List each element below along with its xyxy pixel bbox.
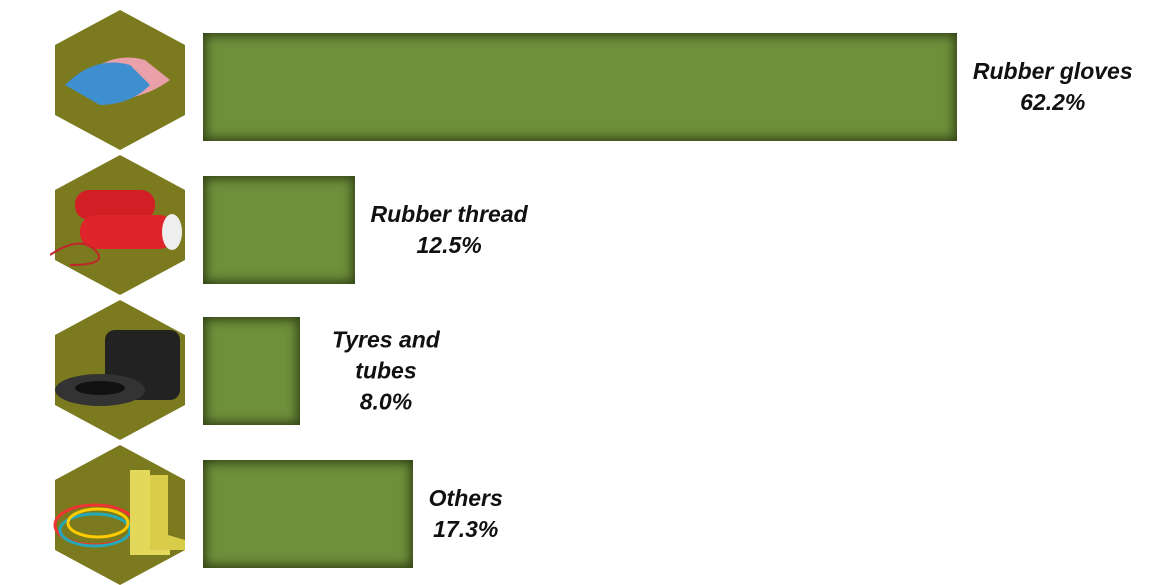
- bar: [203, 33, 957, 141]
- thread-icon: [50, 155, 185, 295]
- value-label: 12.5%: [416, 232, 482, 258]
- category-label: Rubber thread: [370, 201, 528, 227]
- category-label: Others: [428, 485, 503, 511]
- value-label: 8.0%: [359, 388, 413, 415]
- value-label: 17.3%: [433, 516, 499, 542]
- bar-label: Others 17.3%: [429, 483, 503, 545]
- bar: [203, 460, 413, 568]
- value-label: 62.2%: [1020, 89, 1086, 115]
- category-label: Rubber gloves: [972, 58, 1133, 84]
- gloves-icon: [55, 10, 185, 150]
- bar-label: Tyres and tubes 8.0%: [316, 325, 456, 418]
- bar: [203, 176, 355, 284]
- tyres-icon: [55, 300, 185, 440]
- bar: [203, 317, 300, 425]
- bar-label: Rubber gloves 62.2%: [973, 56, 1133, 118]
- bar-label: Rubber thread 12.5%: [371, 199, 528, 261]
- category-label: Tyres and tubes: [332, 326, 440, 384]
- others-icon: [53, 445, 185, 585]
